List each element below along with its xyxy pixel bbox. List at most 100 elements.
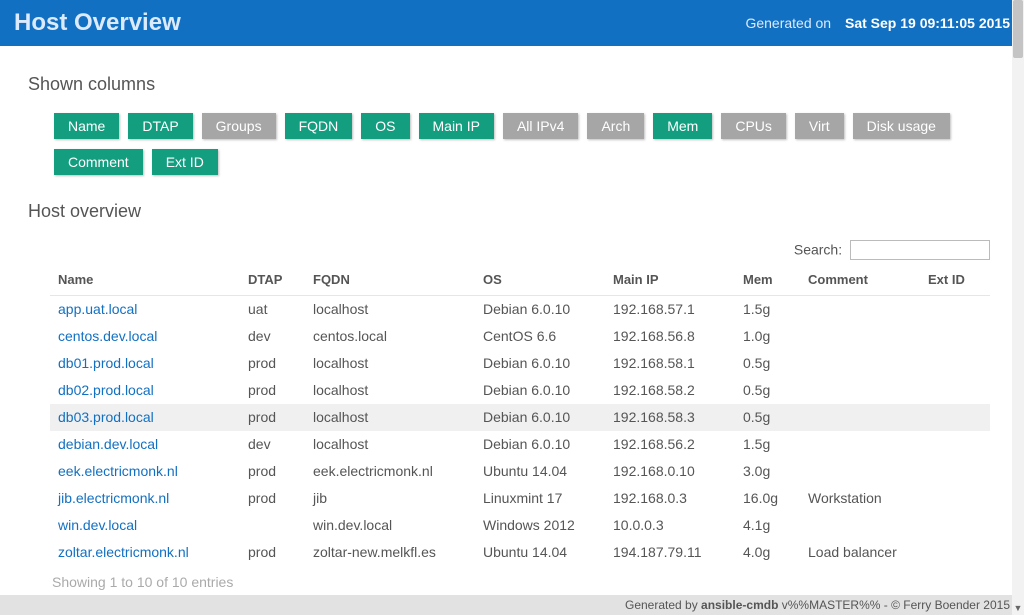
column-header-comment[interactable]: Comment <box>800 266 920 296</box>
host-name-link[interactable]: win.dev.local <box>50 512 240 539</box>
cell-comment <box>800 404 920 431</box>
table-header-row: NameDTAPFQDNOSMain IPMemCommentExt ID <box>50 266 990 296</box>
host-name-link[interactable]: centos.dev.local <box>50 323 240 350</box>
table-row: db03.prod.localprodlocalhostDebian 6.0.1… <box>50 404 990 431</box>
host-link[interactable]: eek.electricmonk.nl <box>58 463 178 479</box>
host-name-link[interactable]: eek.electricmonk.nl <box>50 458 240 485</box>
table-row: centos.dev.localdevcentos.localCentOS 6.… <box>50 323 990 350</box>
cell-comment: Workstation <box>800 485 920 512</box>
host-link[interactable]: db03.prod.local <box>58 409 154 425</box>
table-row: app.uat.localuatlocalhostDebian 6.0.1019… <box>50 296 990 323</box>
column-toggle-name[interactable]: Name <box>54 113 119 139</box>
host-name-link[interactable]: db02.prod.local <box>50 377 240 404</box>
column-header-main-ip[interactable]: Main IP <box>605 266 735 296</box>
scrollbar-thumb[interactable] <box>1013 0 1023 58</box>
cell-mem: 1.5g <box>735 296 800 323</box>
cell-dtap: uat <box>240 296 305 323</box>
cell-main_ip: 192.168.56.8 <box>605 323 735 350</box>
table-row: zoltar.electricmonk.nlprodzoltar-new.mel… <box>50 539 990 566</box>
cell-os: Ubuntu 14.04 <box>475 458 605 485</box>
host-name-link[interactable]: app.uat.local <box>50 296 240 323</box>
cell-mem: 0.5g <box>735 350 800 377</box>
cell-mem: 0.5g <box>735 404 800 431</box>
cell-comment <box>800 512 920 539</box>
column-header-os[interactable]: OS <box>475 266 605 296</box>
host-link[interactable]: win.dev.local <box>58 517 137 533</box>
column-toggle-cpus[interactable]: CPUs <box>721 113 786 139</box>
column-toggle-dtap[interactable]: DTAP <box>128 113 192 139</box>
cell-fqdn: localhost <box>305 296 475 323</box>
cell-os: Debian 6.0.10 <box>475 377 605 404</box>
column-toggle-ext-id[interactable]: Ext ID <box>152 149 218 175</box>
table-row: win.dev.localwin.dev.localWindows 201210… <box>50 512 990 539</box>
cell-mem: 0.5g <box>735 377 800 404</box>
cell-dtap: prod <box>240 404 305 431</box>
cell-os: Debian 6.0.10 <box>475 296 605 323</box>
column-header-dtap[interactable]: DTAP <box>240 266 305 296</box>
host-name-link[interactable]: db01.prod.local <box>50 350 240 377</box>
cell-os: Debian 6.0.10 <box>475 404 605 431</box>
footer: Generated by ansible-cmdb v%%MASTER%% - … <box>0 595 1024 615</box>
cell-os: Debian 6.0.10 <box>475 431 605 458</box>
table-row: jib.electricmonk.nlprodjibLinuxmint 1719… <box>50 485 990 512</box>
cell-mem: 1.5g <box>735 431 800 458</box>
cell-main_ip: 192.168.56.2 <box>605 431 735 458</box>
host-overview-title: Host overview <box>28 201 996 222</box>
column-toggle-main-ip[interactable]: Main IP <box>419 113 494 139</box>
column-header-mem[interactable]: Mem <box>735 266 800 296</box>
cell-fqdn: localhost <box>305 350 475 377</box>
cell-main_ip: 192.168.58.3 <box>605 404 735 431</box>
table-row: db02.prod.localprodlocalhostDebian 6.0.1… <box>50 377 990 404</box>
host-link[interactable]: db02.prod.local <box>58 382 154 398</box>
host-link[interactable]: zoltar.electricmonk.nl <box>58 544 189 560</box>
search-input[interactable] <box>850 240 990 260</box>
column-toggle-mem[interactable]: Mem <box>653 113 712 139</box>
cell-fqdn: zoltar-new.melkfl.es <box>305 539 475 566</box>
host-name-link[interactable]: zoltar.electricmonk.nl <box>50 539 240 566</box>
column-toggle-fqdn[interactable]: FQDN <box>285 113 353 139</box>
column-toggle-arch[interactable]: Arch <box>587 113 644 139</box>
cell-ext_id <box>920 539 990 566</box>
column-toggle-os[interactable]: OS <box>361 113 409 139</box>
search-label: Search: <box>794 242 842 258</box>
cell-fqdn: localhost <box>305 431 475 458</box>
cell-comment <box>800 377 920 404</box>
column-header-name[interactable]: Name <box>50 266 240 296</box>
table-row: eek.electricmonk.nlprodeek.electricmonk.… <box>50 458 990 485</box>
column-toggle-virt[interactable]: Virt <box>795 113 844 139</box>
column-header-fqdn[interactable]: FQDN <box>305 266 475 296</box>
cell-ext_id <box>920 485 990 512</box>
host-link[interactable]: centos.dev.local <box>58 328 157 344</box>
cell-fqdn: win.dev.local <box>305 512 475 539</box>
cell-dtap: prod <box>240 350 305 377</box>
host-name-link[interactable]: jib.electricmonk.nl <box>50 485 240 512</box>
scrollbar[interactable]: ▼ <box>1012 0 1024 615</box>
page-title: Host Overview <box>14 9 181 37</box>
column-toggles: Name DTAP Groups FQDN OS Main IP All IPv4 Arch M… <box>54 113 996 175</box>
hosts-table: NameDTAPFQDNOSMain IPMemCommentExt ID ap… <box>50 266 990 566</box>
cell-dtap: prod <box>240 377 305 404</box>
host-link[interactable]: app.uat.local <box>58 301 137 317</box>
cell-os: Debian 6.0.10 <box>475 350 605 377</box>
column-header-ext-id[interactable]: Ext ID <box>920 266 990 296</box>
host-link[interactable]: db01.prod.local <box>58 355 154 371</box>
host-link[interactable]: jib.electricmonk.nl <box>58 490 169 506</box>
search-bar: Search: <box>50 240 990 260</box>
cell-ext_id <box>920 431 990 458</box>
generated-on-timestamp: Sat Sep 19 09:11:05 2015 <box>845 15 1010 31</box>
scrollbar-down-icon[interactable]: ▼ <box>1012 601 1024 615</box>
cell-os: Windows 2012 <box>475 512 605 539</box>
host-link[interactable]: debian.dev.local <box>58 436 158 452</box>
host-name-link[interactable]: debian.dev.local <box>50 431 240 458</box>
cell-mem: 3.0g <box>735 458 800 485</box>
cell-ext_id <box>920 296 990 323</box>
generated-on: Generated on Sat Sep 19 09:11:05 2015 <box>745 15 1010 31</box>
column-toggle-comment[interactable]: Comment <box>54 149 143 175</box>
cell-comment <box>800 458 920 485</box>
column-toggle-all-ipv4[interactable]: All IPv4 <box>503 113 578 139</box>
column-toggle-disk-usage[interactable]: Disk usage <box>853 113 950 139</box>
cell-ext_id <box>920 512 990 539</box>
column-toggle-groups[interactable]: Groups <box>202 113 276 139</box>
host-name-link[interactable]: db03.prod.local <box>50 404 240 431</box>
cell-comment: Load balancer <box>800 539 920 566</box>
